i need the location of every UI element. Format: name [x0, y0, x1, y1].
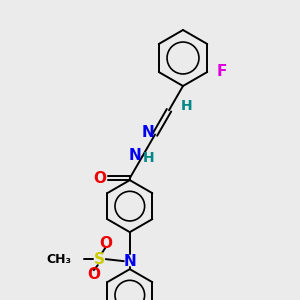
Text: H: H	[142, 151, 154, 165]
Text: CH₃: CH₃	[47, 253, 72, 266]
Text: O: O	[87, 267, 100, 282]
Text: O: O	[93, 171, 106, 186]
Text: N: N	[129, 148, 142, 163]
Text: O: O	[99, 236, 112, 250]
Text: N: N	[142, 125, 154, 140]
Text: N: N	[123, 254, 136, 268]
Text: S: S	[94, 252, 105, 267]
Text: H: H	[181, 99, 193, 113]
Text: F: F	[216, 64, 226, 80]
